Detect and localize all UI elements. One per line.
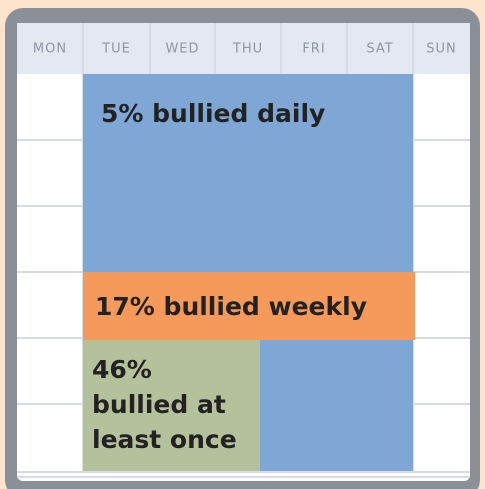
weekly-block [83, 272, 415, 340]
header-row [17, 23, 470, 74]
daily-label: 5% bullied daily [101, 99, 325, 128]
once-block [83, 340, 260, 472]
day-label: SAT [366, 42, 393, 57]
day-label: THU [232, 42, 263, 57]
weekly-label: 17% bullied weekly [95, 292, 367, 321]
once-label: least once [92, 425, 237, 454]
day-label: SUN [426, 42, 457, 57]
day-label: MON [33, 42, 67, 57]
day-label: WED [165, 42, 199, 57]
day-labels: MON TUE WED THU FRI SAT SUN [33, 42, 457, 57]
day-label: TUE [101, 42, 131, 57]
once-label: 46% [92, 355, 152, 384]
day-label: FRI [302, 42, 325, 57]
once-label: bullied at [92, 390, 226, 419]
